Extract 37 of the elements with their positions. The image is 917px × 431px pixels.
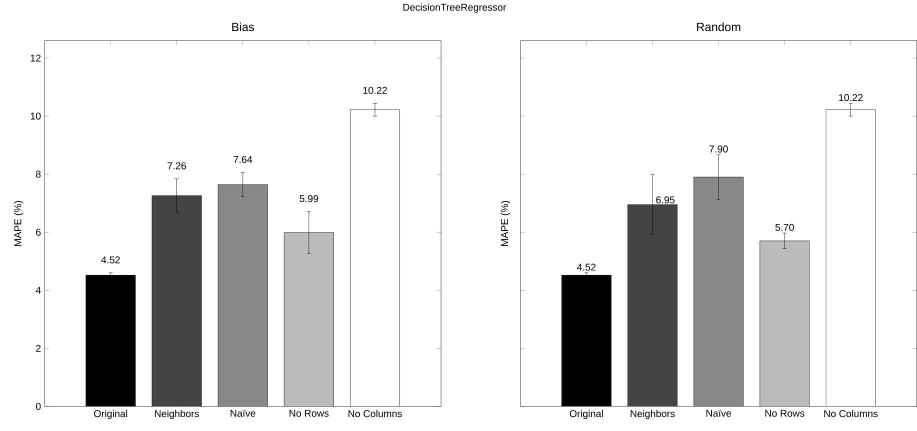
text: DecisionTreeRegressor [403,3,506,13]
y-tick-label: 8 [36,170,41,178]
bar [561,274,612,406]
y-tick-label: 10 [30,112,41,120]
bar [86,274,136,406]
y-axis-title: MAPE (%) [500,200,510,246]
data-label: 10.22 [363,86,387,94]
y-tick-label: 2 [36,344,41,352]
bar [628,204,678,406]
x-tick-label: Naïve [230,410,256,417]
x-tick-label: No Columns [824,410,878,418]
y-axis-title: MAPE (%) [14,200,24,246]
x-tick-label: Original [570,410,603,420]
x-tick-label: No Rows [765,410,804,417]
y-tick-label: 4 [36,286,41,294]
y-tick-label: 12 [30,54,41,62]
x-tick-label: Original [94,410,128,420]
bar [152,195,202,406]
data-label: 5.70 [775,224,794,231]
x-tick-label: Neighbors [630,410,675,420]
data-label: 7.90 [709,145,728,152]
y-tick-label: 0 [36,402,41,410]
data-label: 4.52 [101,256,120,264]
data-label: 6.95 [656,196,675,204]
data-label: 7.64 [234,156,252,163]
chart-title: Random [697,22,740,32]
bar [826,109,876,406]
x-tick-label: No Rows [290,410,329,417]
data-label: 4.52 [577,264,596,271]
x-tick-label: Naïve [706,410,732,417]
x-tick-label: No Columns [348,410,402,418]
data-label: 10.22 [839,94,863,102]
data-label: 5.99 [300,195,318,202]
data-label: 7.26 [168,162,186,170]
y-tick-label: 6 [36,228,41,236]
chart-title: Bias [232,22,254,32]
x-tick-label: Neighbors [154,410,199,420]
